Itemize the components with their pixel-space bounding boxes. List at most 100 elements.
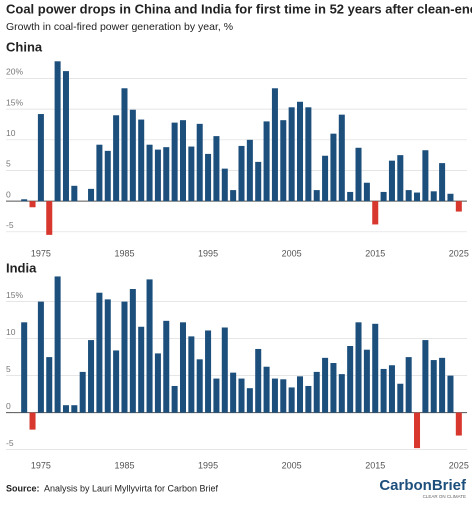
bar [322,155,329,202]
bar [263,366,270,413]
logo: CarbonBrief [379,477,467,494]
bar [71,405,78,413]
bar [230,372,237,413]
bar [355,147,362,202]
bar [388,365,395,413]
bar [129,289,136,413]
x-tick-label: 1995 [198,460,218,470]
bar [205,330,212,413]
bar [338,374,345,413]
bar [138,326,145,413]
x-tick-label: 2025 [449,248,469,258]
x-tick-label: 1985 [114,460,134,470]
bar [163,320,170,413]
bar [330,363,337,413]
bar [104,150,111,202]
bar [154,149,161,202]
bar [79,371,86,413]
bar [397,383,404,413]
bar [54,276,61,413]
bar [271,378,278,413]
bar [372,201,379,225]
x-tick-label: 1975 [31,460,51,470]
subtitle: Growth in coal-fired power generation by… [6,21,233,33]
bar [263,121,270,202]
bar [213,378,220,413]
logo-tagline: CLEAR ON CLIMATE [423,494,466,499]
bar [221,327,228,413]
bar [179,120,186,202]
bar [37,301,44,413]
source-label: Source: [6,483,40,493]
bar [96,292,103,413]
y-tick-label: 0 [6,189,11,199]
bar [104,299,111,413]
bar [305,385,312,413]
y-tick-label: 15% [6,290,23,300]
bar [347,346,354,413]
bar [422,340,429,413]
bar [372,323,379,413]
bar [88,188,95,202]
bar [447,193,454,202]
bar [271,88,278,202]
bar [430,360,437,413]
bar [447,375,454,413]
bar [414,192,421,202]
x-tick-label: 2005 [282,460,302,470]
x-tick-label: 2025 [449,460,469,470]
bar [388,160,395,202]
y-tick-label: 10 [6,327,16,337]
bar [146,279,153,413]
y-tick-label: -5 [6,438,14,448]
bar [154,353,161,413]
bar [313,190,320,202]
bar [280,379,287,413]
bar [188,146,195,202]
bar [196,123,203,202]
bar [121,301,128,413]
y-tick-label: 10 [6,128,16,138]
bar [62,405,69,413]
y-tick-label: 5 [6,159,11,169]
bar [405,190,412,202]
bar [246,139,253,202]
bar [280,120,287,202]
x-tick-label: 1985 [114,248,134,258]
bar [405,357,412,413]
bar [113,350,120,413]
bar [397,155,404,202]
bar [305,107,312,202]
y-tick-label: 15% [6,97,23,107]
bar [330,133,337,202]
bar [213,136,220,202]
bar [221,168,228,202]
bar [171,385,178,413]
bar [21,199,28,202]
bar [29,412,36,430]
bar [439,357,446,413]
bar [46,201,53,235]
bar [179,322,186,413]
bar [455,412,462,436]
bar [363,182,370,202]
bar [96,144,103,202]
bar [29,201,36,208]
bar [246,388,253,413]
bar [363,349,370,413]
bar [88,340,95,413]
x-tick-label: 2015 [365,460,385,470]
bar [163,147,170,202]
bar [297,376,304,413]
title: Coal power drops in China and India for … [6,1,472,16]
source: Analysis by Lauri Myllyvirta for Carbon … [44,483,219,493]
bar [313,371,320,413]
bar [414,412,421,449]
y-tick-label: -5 [6,220,14,230]
bar [322,357,329,413]
bar [439,163,446,202]
bar [188,336,195,413]
bar [380,191,387,202]
